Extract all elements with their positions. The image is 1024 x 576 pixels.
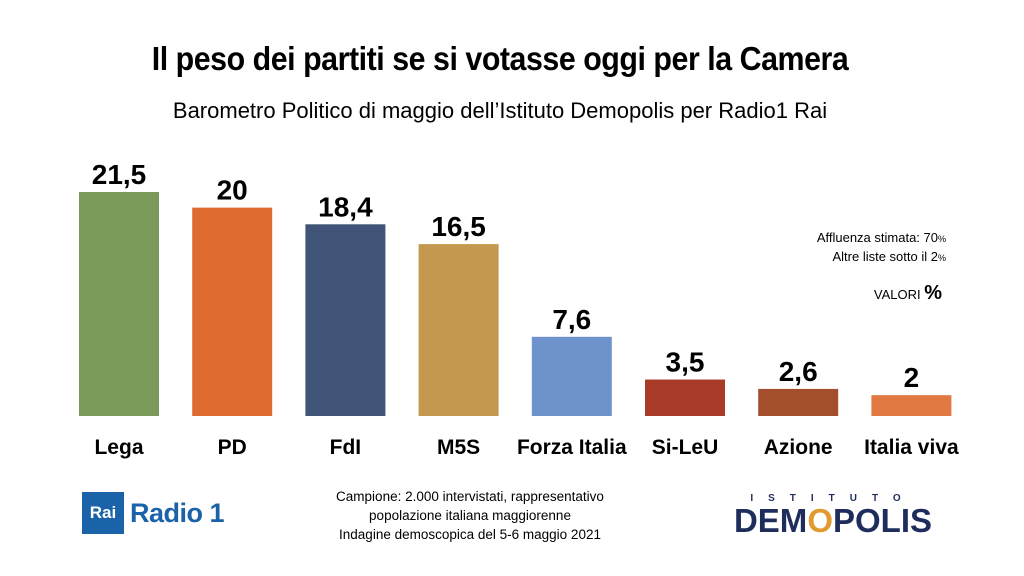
rai-radio1-logo: Rai Radio 1 [82,492,225,534]
sample-line-1: Campione: 2.000 intervistati, rappresent… [336,489,604,504]
bar-lega [79,192,159,416]
bar-value-label: 2,6 [779,356,818,387]
bar-azione [758,388,839,416]
sample-info: Campione: 2.000 intervistati, rappresent… [310,487,630,544]
others-note: Altre liste sotto il 2% [832,249,946,264]
bar-fdi [305,224,386,416]
rai-logo-box: Rai [82,492,124,534]
category-label: FdI [330,436,362,459]
turnout-note: Affluenza stimata: 70% [817,230,946,245]
bar-forza-italia [531,336,612,416]
category-label: M5S [437,436,480,459]
bar-value-label: 3,5 [666,347,705,378]
category-label: Lega [94,436,143,459]
values-unit-note: VALORI % [874,282,942,305]
demopolis-logo-top: ISTITUTO [750,493,916,504]
demopolis-logo-left: DEM [733,502,808,539]
bar-value-label: 7,6 [552,304,591,335]
sample-line-3: Indagine demoscopica del 5-6 maggio 2021 [339,527,601,542]
bar-italia-viva [871,395,952,416]
sample-line-2: popolazione italiana maggiorenne [369,508,571,523]
others-unit: % [937,253,946,263]
turnout-unit: % [937,234,946,244]
rai-channel-name: Radio 1 [130,497,225,528]
bar-value-label: 2 [904,362,920,393]
bar-si-leu [645,379,725,416]
others-label: Altre liste sotto il 2 [832,249,938,264]
bar-value-label: 21,5 [92,159,147,190]
chart-subtitle: Barometro Politico di maggio dell’Istitu… [172,98,828,123]
demopolis-logo-right: POLIS [832,502,933,539]
bar-m5s [418,244,499,416]
chart-title: Il peso dei partiti se si votasse oggi p… [151,40,849,77]
values-label: VALORI [873,287,921,302]
demopolis-logo: ISTITUTO DEMOPOLIS [713,493,953,540]
values-percent: % [924,282,942,304]
category-label: Italia viva [864,436,959,459]
bar-value-label: 18,4 [318,191,373,222]
demopolis-logo-main: DEMOPOLIS [713,502,953,540]
category-label: Si-LeU [652,436,719,459]
category-label: Azione [764,436,833,459]
demopolis-logo-o: O [807,502,833,539]
bar-value-label: 16,5 [431,211,486,242]
bar-value-label: 20 [217,175,248,206]
category-label: Forza Italia [517,436,627,459]
turnout-label: Affluenza stimata: 70 [816,230,938,245]
category-label: PD [218,436,247,459]
bar-pd [192,207,273,416]
